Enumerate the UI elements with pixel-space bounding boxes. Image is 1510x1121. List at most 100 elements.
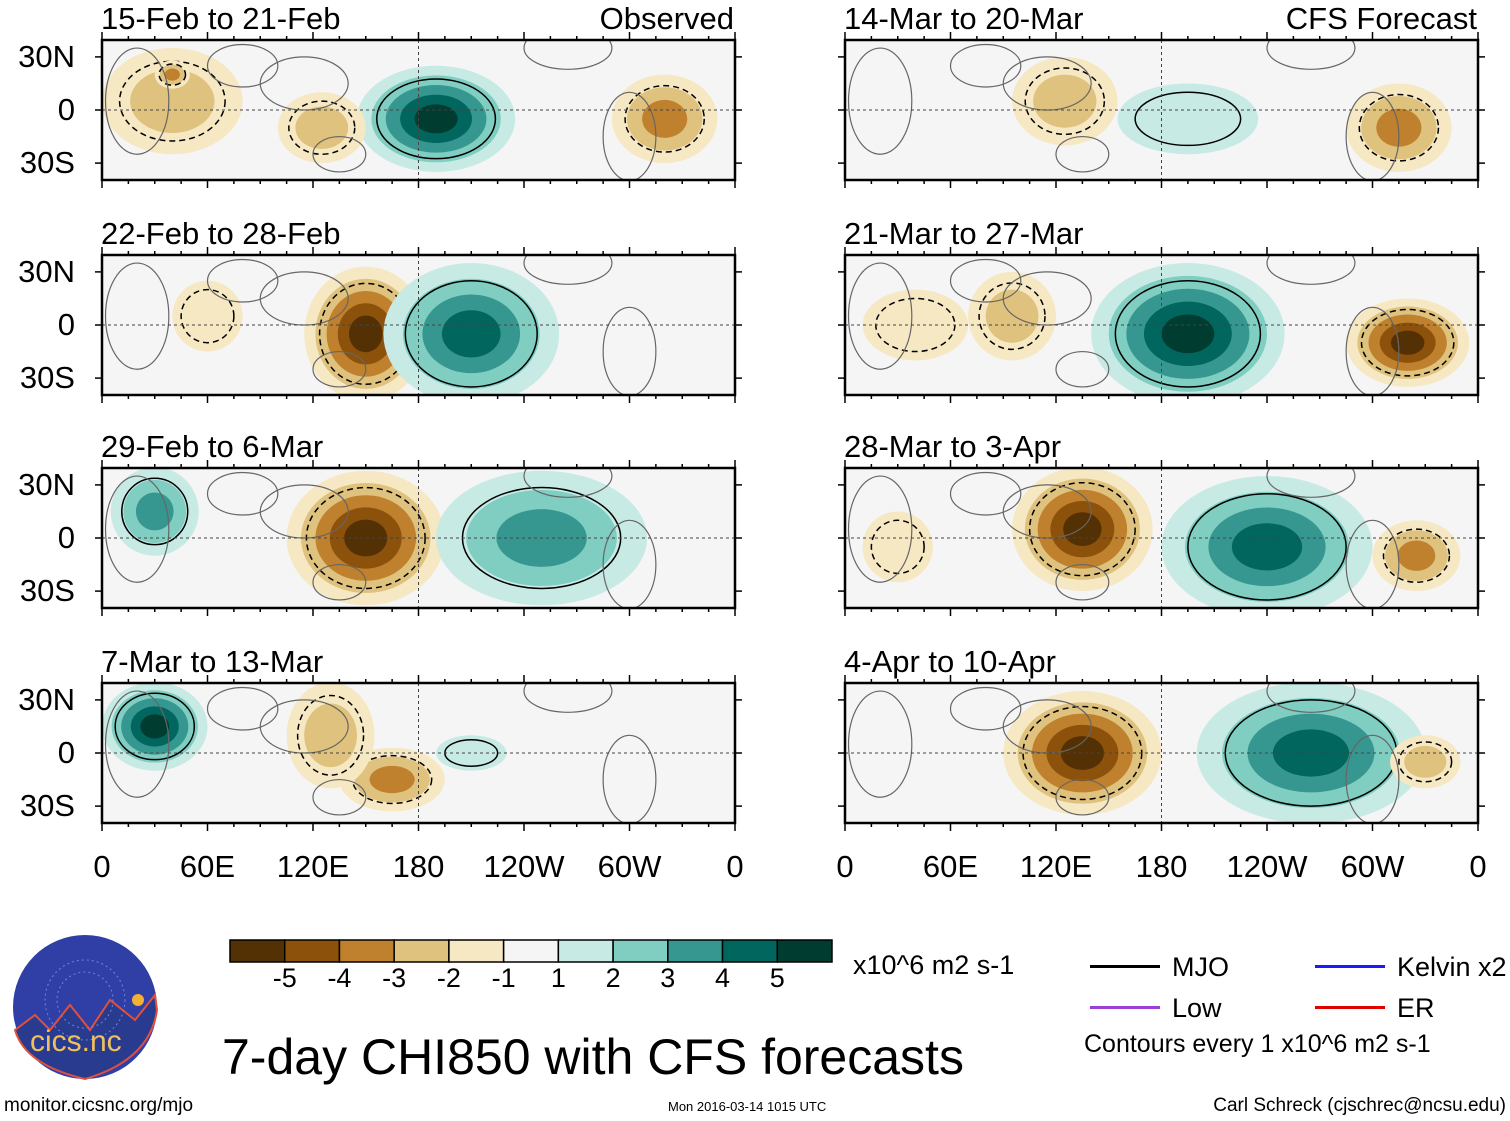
- coastline: [104, 475, 170, 583]
- panel-tag: CFS Forecast: [1285, 1, 1477, 36]
- coastline: [259, 699, 349, 754]
- coastline: [1055, 778, 1110, 816]
- colorbar-swatch: [448, 939, 505, 963]
- legend-line: [1090, 1006, 1160, 1009]
- lon-label: 120E: [1019, 849, 1093, 884]
- coastline: [259, 271, 349, 326]
- mjo-contour: [121, 477, 189, 546]
- negative-anomaly: [172, 280, 243, 352]
- map-panel: [838, 32, 1485, 188]
- mjo-contour: [1024, 67, 1106, 136]
- mjo-contour: [1134, 91, 1242, 147]
- positive-anomaly: [1161, 314, 1215, 354]
- coastline: [1002, 484, 1092, 539]
- lon-label: 0: [726, 849, 744, 884]
- coastline: [949, 43, 1022, 88]
- legend-label: ER: [1397, 993, 1435, 1023]
- lon-label: 60W: [597, 849, 662, 884]
- legend-label: Low: [1172, 993, 1222, 1023]
- coastline: [104, 690, 170, 798]
- panel-title: 7-Mar to 13-Mar: [101, 644, 324, 679]
- coastline: [602, 519, 657, 608]
- coastline: [847, 690, 913, 798]
- lat-label: 30S: [19, 573, 75, 609]
- coastline: [312, 563, 367, 601]
- lat-label: 30S: [19, 788, 75, 824]
- legend-line: [1090, 965, 1160, 968]
- lon-label: 0: [93, 849, 111, 884]
- lon-label: 120W: [1226, 849, 1308, 884]
- positive-anomaly: [414, 104, 458, 134]
- lat-label: 0: [57, 92, 75, 127]
- lat-label: 30N: [18, 466, 75, 502]
- coastline: [602, 306, 657, 395]
- negative-anomaly: [1397, 540, 1436, 571]
- mjo-contour: [1187, 492, 1347, 601]
- coastline: [1055, 350, 1110, 388]
- mjo-contour: [296, 694, 365, 776]
- mjo-contour: [375, 78, 497, 160]
- coastline: [949, 471, 1022, 516]
- negative-anomaly: [369, 765, 415, 794]
- coastline: [1002, 56, 1092, 111]
- negative-anomaly: [862, 511, 933, 583]
- legend-line: [1315, 965, 1385, 968]
- coastline: [1002, 271, 1092, 326]
- negative-anomaly: [1033, 74, 1097, 128]
- colorbar-swatch: [283, 939, 341, 963]
- map-panel: [95, 32, 742, 188]
- colorbar-swatch: [776, 939, 833, 963]
- coastline: [523, 40, 613, 70]
- coastline: [1266, 683, 1356, 713]
- coastline: [1055, 135, 1110, 173]
- negative-anomaly: [130, 69, 215, 134]
- mjo-contour: [180, 288, 235, 344]
- colorbar-label: -5: [272, 963, 297, 993]
- negative-anomaly: [985, 289, 1039, 343]
- coastline: [847, 475, 913, 583]
- colorbar-swatch: [557, 939, 614, 963]
- mjo-contour: [1358, 93, 1440, 162]
- panel-title: 28-Mar to 3-Apr: [844, 429, 1062, 464]
- negative-anomaly: [164, 68, 180, 81]
- positive-anomaly: [1117, 83, 1259, 155]
- coastline: [1345, 91, 1400, 180]
- lat-label: 30N: [18, 253, 75, 289]
- colorbar-swatch: [502, 939, 560, 963]
- mjo-contour: [1382, 528, 1451, 584]
- colorbar-label: -1: [491, 963, 516, 993]
- coastline: [206, 258, 279, 303]
- coastline: [312, 135, 367, 173]
- coastline: [949, 686, 1022, 731]
- colorbar-label: 1: [550, 963, 566, 993]
- lat-label: 0: [57, 307, 75, 342]
- map-panel: [838, 675, 1485, 831]
- coastline: [949, 258, 1022, 303]
- lon-label: 120W: [483, 849, 565, 884]
- colorbar-swatch: [667, 939, 724, 963]
- lon-label: 60W: [1340, 849, 1405, 884]
- colorbar-label: 3: [660, 963, 676, 993]
- coastline: [104, 47, 170, 155]
- mjo-contour: [118, 60, 226, 142]
- mjo-contour: [114, 692, 196, 761]
- colorbar-label: 5: [769, 963, 785, 993]
- colorbar-swatch: [612, 939, 669, 963]
- coastline: [1266, 468, 1356, 498]
- coastline: [259, 56, 349, 111]
- coastline: [104, 262, 170, 370]
- lat-label: 30S: [19, 360, 75, 396]
- coastline: [523, 468, 613, 498]
- map-panel: [838, 247, 1485, 403]
- lat-label: 30N: [18, 38, 75, 74]
- coastline: [523, 683, 613, 713]
- colorbar-label: 2: [605, 963, 621, 993]
- mjo-contour: [404, 280, 538, 388]
- panel-title: 22-Feb to 28-Feb: [101, 216, 341, 251]
- negative-anomaly: [1060, 736, 1104, 770]
- mjo-contour: [288, 100, 356, 155]
- colorbar-label: 4: [715, 963, 731, 993]
- coastline: [1266, 40, 1356, 70]
- mjo-contour: [1114, 280, 1262, 388]
